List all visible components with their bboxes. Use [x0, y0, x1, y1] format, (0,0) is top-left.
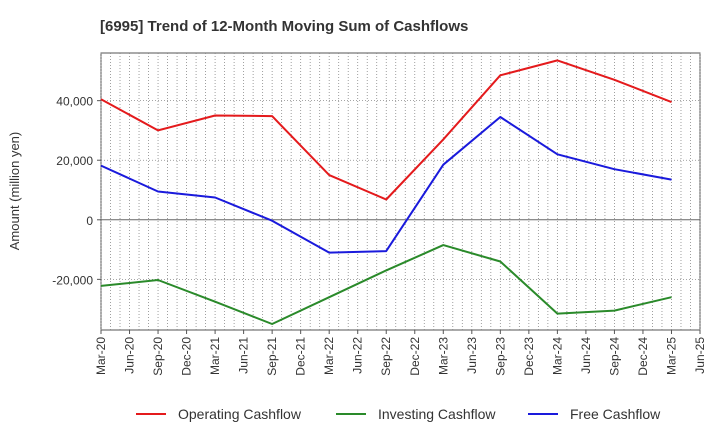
- x-tick-label: Dec-21: [294, 337, 308, 376]
- x-tick-label: Mar-23: [436, 337, 450, 375]
- x-tick-label: Dec-22: [408, 337, 422, 376]
- plot-area: [101, 53, 700, 330]
- y-tick-label: -20,000: [52, 273, 93, 287]
- grid-layer: [101, 53, 700, 330]
- x-tick-label: Mar-21: [208, 337, 222, 375]
- x-tick-label: Jun-23: [465, 337, 479, 374]
- x-tick-label: Dec-23: [522, 337, 536, 376]
- x-tick-label: Mar-24: [550, 337, 564, 375]
- x-tick-label: Sep-20: [151, 337, 165, 376]
- y-tick-label: 20,000: [56, 154, 93, 168]
- x-tick-label: Jun-20: [123, 337, 137, 374]
- x-tick-label: Dec-24: [636, 337, 650, 376]
- x-tick-label: Sep-21: [265, 337, 279, 376]
- legend: Operating Cashflow Investing Cashflow Free…: [136, 406, 661, 422]
- x-tick-label: Mar-22: [322, 337, 336, 375]
- y-tick-label: 0: [86, 214, 93, 228]
- x-tick-label: Sep-24: [607, 337, 621, 376]
- legend-label: Free Cashflow: [570, 406, 661, 422]
- chart-title: [6995] Trend of 12-Month Moving Sum of C…: [100, 18, 468, 35]
- x-tick-label: Sep-23: [493, 337, 507, 376]
- axis-layer: -20,000 0 20,000 40,000 Mar-20 Jun-20 Sep-20 De…: [52, 95, 707, 376]
- x-tick-label: Jun-21: [237, 337, 251, 374]
- x-tick-label: Jun-24: [579, 337, 593, 374]
- x-tick-label: Dec-20: [180, 337, 194, 376]
- x-tick-label: Jun-25: [693, 337, 707, 374]
- x-tick-label: Jun-22: [351, 337, 365, 374]
- legend-label: Operating Cashflow: [178, 406, 302, 422]
- legend-label: Investing Cashflow: [378, 406, 496, 422]
- series-line-operating-cashflow: [101, 60, 672, 199]
- x-tick-label: Mar-25: [664, 337, 678, 375]
- x-tick-label: Mar-20: [94, 337, 108, 375]
- x-tick-label: Sep-22: [379, 337, 393, 376]
- y-axis-label: Amount (million yen): [7, 132, 22, 251]
- y-tick-label: 40,000: [56, 95, 93, 109]
